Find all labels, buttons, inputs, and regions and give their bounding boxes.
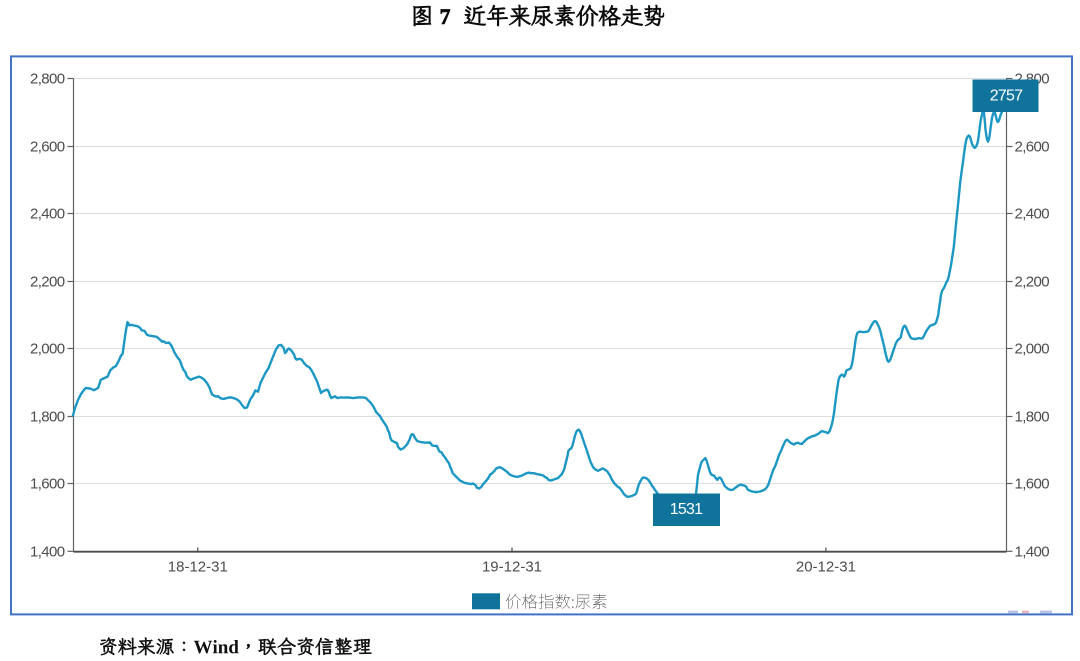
svg-text:2,400: 2,400 — [1015, 206, 1050, 223]
svg-text:1531: 1531 — [670, 501, 703, 518]
svg-text:2,000: 2,000 — [1015, 341, 1050, 358]
svg-text:18-12-31: 18-12-31 — [168, 559, 228, 576]
svg-text:1,400: 1,400 — [30, 543, 65, 560]
svg-text:2,200: 2,200 — [30, 274, 65, 291]
svg-text:2,800: 2,800 — [30, 71, 65, 88]
svg-text:2,600: 2,600 — [30, 139, 65, 156]
svg-text:2,200: 2,200 — [1015, 274, 1050, 291]
svg-text:1,400: 1,400 — [1015, 543, 1050, 560]
svg-text:1,600: 1,600 — [1015, 476, 1050, 493]
svg-text:2757: 2757 — [990, 87, 1023, 104]
svg-text:1,800: 1,800 — [1015, 409, 1050, 426]
svg-text:1,800: 1,800 — [30, 409, 65, 426]
svg-text:2,000: 2,000 — [30, 341, 65, 358]
svg-text:2,400: 2,400 — [30, 206, 65, 223]
svg-text:19-12-31: 19-12-31 — [482, 559, 542, 576]
svg-text:1,600: 1,600 — [30, 476, 65, 493]
svg-text:2,600: 2,600 — [1015, 139, 1050, 156]
svg-text:20-12-31: 20-12-31 — [796, 559, 856, 576]
